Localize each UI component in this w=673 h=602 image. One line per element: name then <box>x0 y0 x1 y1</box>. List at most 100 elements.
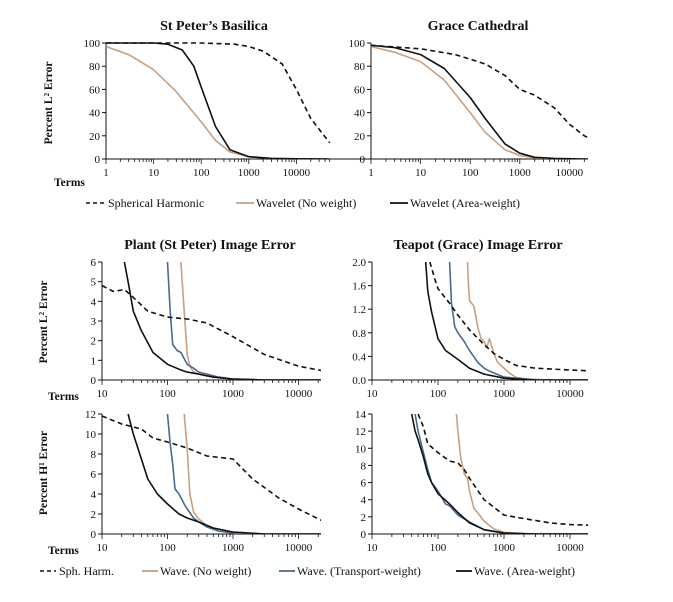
x-tick-label: 1 <box>368 167 374 179</box>
series-line-sh <box>417 413 588 526</box>
ylabel-top: Percent L² Error <box>43 62 55 145</box>
x-tick-label: 10 <box>97 388 109 400</box>
x-tick-label: 100 <box>193 167 210 179</box>
y-tick-label: 8 <box>361 460 367 472</box>
y-tick-label: 10 <box>355 443 367 455</box>
y-tick-label: 60 <box>89 84 101 96</box>
legend-bottom: Sph. Harm. Wave. (No weight) Wave. (Tran… <box>40 564 575 578</box>
x-tick-label: 10000 <box>285 542 313 554</box>
x-tick-label: 10 <box>415 167 427 179</box>
series-line-no-weight <box>106 45 330 159</box>
y-tick-label: 10 <box>85 429 97 441</box>
x-tick-label: 10000 <box>285 388 313 400</box>
y-tick-label: 0 <box>360 154 366 166</box>
series-line-area <box>424 261 588 380</box>
chart-plant-h1: 0 2 4 6 8 10 12 10 100 1000 10000 <box>85 409 321 554</box>
x-tick-label: 100 <box>430 542 447 554</box>
y-tick-label: 80 <box>354 61 366 73</box>
y-tick-label: 0 <box>91 529 97 541</box>
y-tick-label: 4 <box>91 296 97 308</box>
y-tick-label: 1 <box>91 355 97 367</box>
y-tick-label: 3 <box>91 316 97 328</box>
x-tick-label: 10 <box>148 167 160 179</box>
y-tick-label: 2.0 <box>352 257 366 269</box>
y-tick-label: 20 <box>89 131 101 143</box>
series-line-no-weight <box>180 261 321 380</box>
series-line-no-weight <box>371 45 588 159</box>
x-tick-label: 100 <box>159 388 176 400</box>
legend-label-area: Wavelet (Area-weight) <box>410 196 520 210</box>
series-line-no-weight <box>466 261 588 380</box>
series-line-transport <box>448 261 588 380</box>
legend-label-sph-harm: Sph. Harm. <box>59 564 114 578</box>
y-tick-label: 40 <box>354 108 366 120</box>
y-tick-label: 5 <box>91 277 97 289</box>
x-tick-label: 10000 <box>283 167 311 179</box>
y-tick-label: 6 <box>361 478 367 490</box>
x-tick-label: 10 <box>367 388 379 400</box>
terms-label-bottom: Terms <box>48 545 79 557</box>
x-tick-label: 1000 <box>509 167 532 179</box>
y-tick-label: 14 <box>355 409 367 421</box>
chart-plant-l2: 0 1 2 3 4 5 6 10 100 1000 10000 <box>91 257 321 400</box>
x-tick-label: 10000 <box>556 542 584 554</box>
y-tick-label: 100 <box>84 38 101 50</box>
x-tick-label: 10 <box>97 542 109 554</box>
ylabel-bottom: Percent H¹ Error <box>38 431 50 515</box>
series-line-area <box>106 42 330 159</box>
title-st-peter: St Peter’s Basilica <box>160 19 268 34</box>
y-tick-label: 1.6 <box>352 281 366 293</box>
title-plant: Plant (St Peter) Image Error <box>124 238 296 253</box>
chart-teapot-l2: 0.0 0.4 0.8 1.2 1.6 2.0 10 100 1000 10000 <box>352 257 588 400</box>
y-tick-label: 1.2 <box>352 304 366 316</box>
series-line-transport <box>166 413 321 534</box>
x-tick-label: 10000 <box>556 167 584 179</box>
series-line-area <box>127 413 321 534</box>
legend-label-wave-no-weight: Wave. (No weight) <box>160 564 251 578</box>
y-tick-label: 2 <box>91 509 97 521</box>
x-tick-label: 1 <box>103 167 109 179</box>
y-tick-label: 40 <box>89 108 101 120</box>
series-line-no-weight <box>183 413 321 534</box>
chart-grace: 0 20 40 60 80 100 1 10 100 1000 10000 <box>349 38 588 179</box>
y-tick-label: 12 <box>355 426 366 438</box>
x-tick-label: 100 <box>159 542 176 554</box>
y-tick-label: 100 <box>349 38 366 50</box>
y-tick-label: 8 <box>91 449 97 461</box>
x-tick-label: 100 <box>462 167 479 179</box>
terms-label-top: Terms <box>54 177 85 189</box>
title-teapot: Teapot (Grace) Image Error <box>393 238 562 253</box>
y-tick-label: 0 <box>361 529 367 541</box>
terms-label-mid: Terms <box>48 391 79 403</box>
y-tick-label: 2 <box>91 336 97 348</box>
series-line-sh <box>102 284 321 372</box>
series-line-area <box>123 261 321 380</box>
y-tick-label: 60 <box>354 84 366 96</box>
y-tick-label: 0.4 <box>352 351 366 363</box>
x-tick-label: 1000 <box>238 167 261 179</box>
series-line-area <box>410 413 588 534</box>
series-line-sh <box>102 415 321 522</box>
y-tick-label: 0.0 <box>352 375 366 387</box>
series-line-sh <box>106 42 331 144</box>
x-tick-label: 1000 <box>222 388 245 400</box>
x-tick-label: 1000 <box>222 542 245 554</box>
series-line-no-weight <box>455 413 588 534</box>
y-tick-label: 0 <box>95 154 101 166</box>
series-line-area <box>371 44 588 159</box>
x-tick-label: 10 <box>367 542 379 554</box>
y-tick-label: 80 <box>89 61 101 73</box>
y-tick-label: 6 <box>91 257 97 269</box>
y-tick-label: 6 <box>91 469 97 481</box>
series-line-sh <box>371 44 588 139</box>
y-tick-label: 20 <box>354 131 366 143</box>
legend-label-wave-transport: Wave. (Transport-weight) <box>297 564 421 578</box>
legend-top: Spherical Harmonic Wavelet (No weight) W… <box>86 196 520 210</box>
legend-label-no-weight: Wavelet (No weight) <box>256 196 356 210</box>
series-line-sh <box>429 261 588 372</box>
title-grace: Grace Cathedral <box>428 19 529 34</box>
series-line-transport <box>166 261 321 380</box>
y-tick-label: 2 <box>361 512 367 524</box>
